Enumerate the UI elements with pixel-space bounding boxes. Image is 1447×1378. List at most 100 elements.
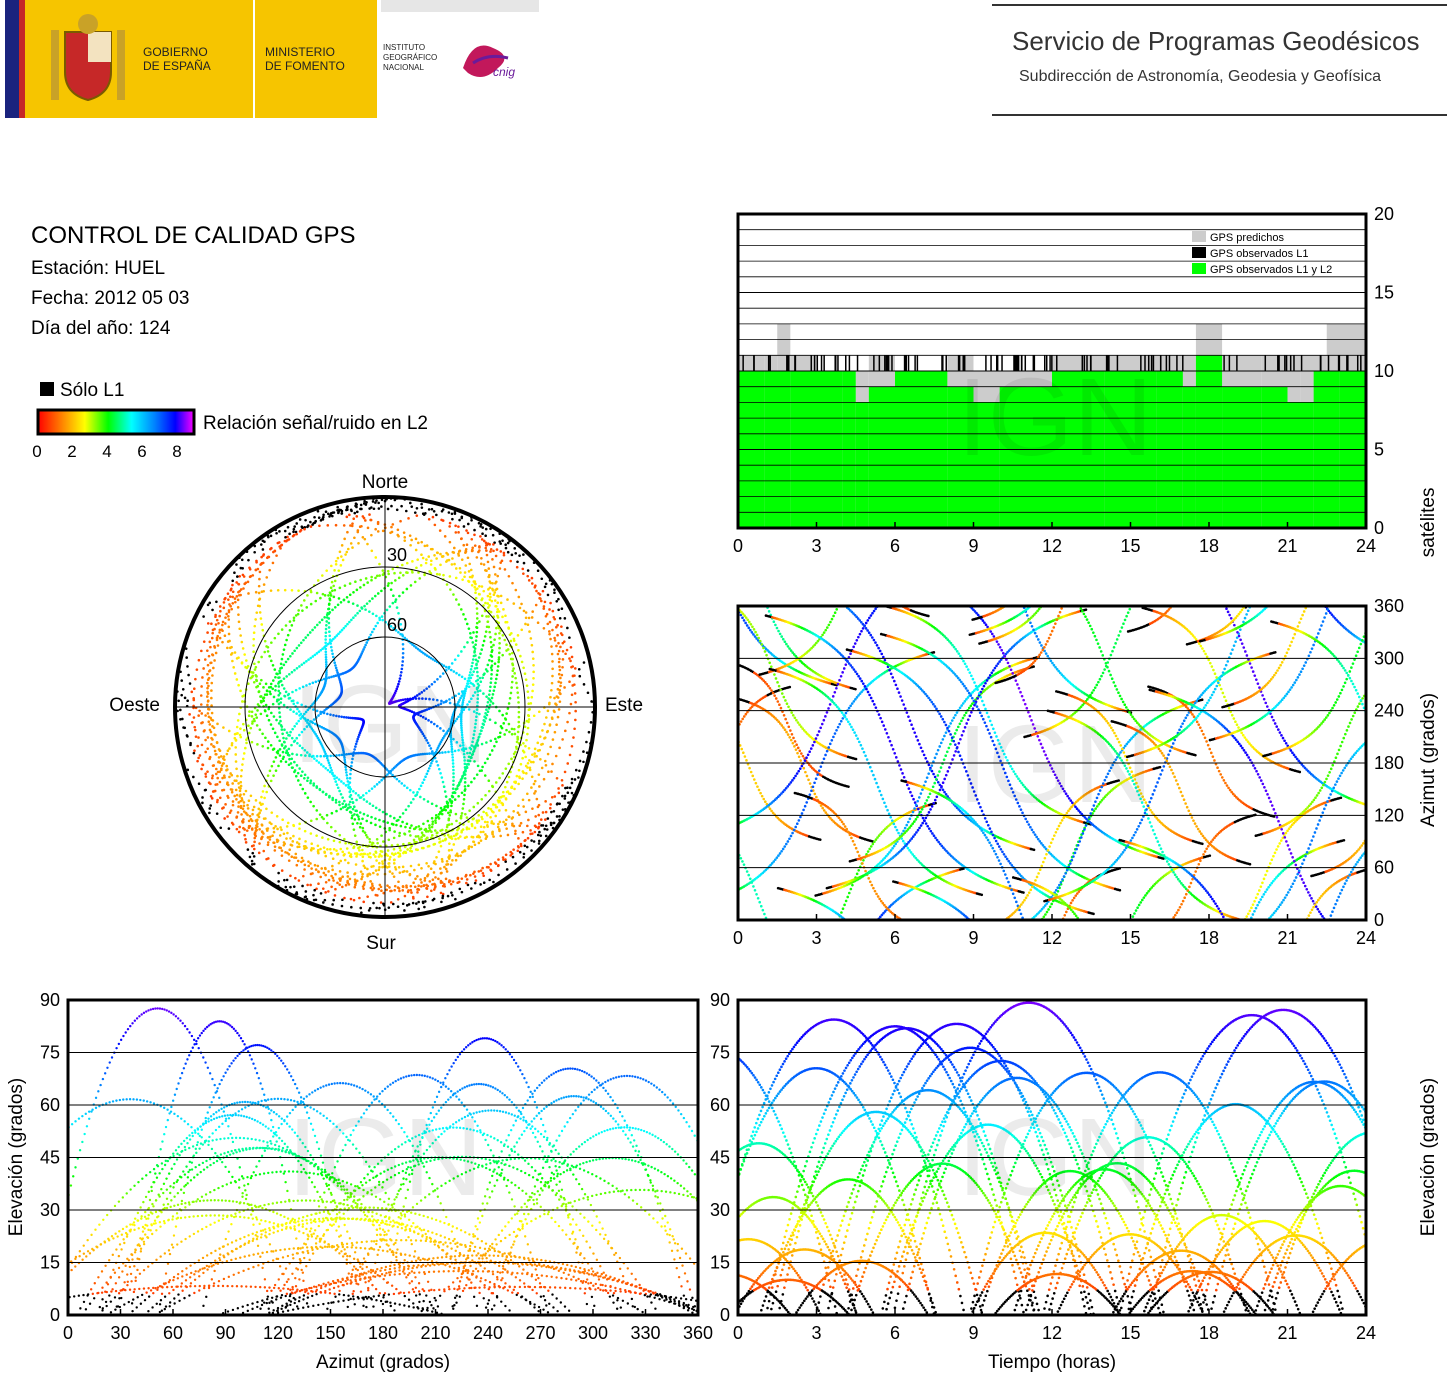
sky-point xyxy=(460,724,463,727)
sky-point xyxy=(301,609,304,612)
sky-point xyxy=(261,561,265,565)
sky-point xyxy=(447,857,451,860)
sky-point xyxy=(368,906,372,910)
sky-point xyxy=(247,819,251,823)
l1-mark xyxy=(742,355,744,371)
sky-point xyxy=(374,806,378,810)
sky-point xyxy=(339,807,343,811)
sky-point xyxy=(466,531,470,535)
sky-point xyxy=(470,744,474,747)
sky-point xyxy=(435,513,438,517)
sky-point xyxy=(309,520,312,524)
sky-point xyxy=(207,715,211,719)
sky-point xyxy=(555,776,559,780)
azimuth-point xyxy=(746,618,750,622)
l1-mark xyxy=(1001,355,1003,371)
sky-point xyxy=(393,830,396,833)
sky-point xyxy=(208,669,212,672)
sky-point xyxy=(220,628,223,631)
sky-point xyxy=(246,848,250,851)
azimuth-point xyxy=(788,837,791,841)
sky-point xyxy=(454,531,458,534)
sky-point xyxy=(403,832,407,836)
sky-point xyxy=(487,575,490,579)
azimuth-point xyxy=(807,763,811,766)
sky-point xyxy=(475,711,479,715)
sky-point xyxy=(221,807,224,810)
sky-point xyxy=(468,562,472,566)
sky-point xyxy=(538,735,542,738)
sky-point xyxy=(423,905,426,909)
sky-point xyxy=(558,657,561,661)
sky-point xyxy=(332,675,335,678)
sky-point xyxy=(530,576,534,580)
l1-mark xyxy=(1277,355,1279,371)
sky-point xyxy=(341,850,345,854)
l1-mark xyxy=(873,355,875,371)
azimuth-point xyxy=(739,613,743,617)
sky-point xyxy=(235,678,239,681)
azimuth-point xyxy=(753,778,756,781)
sky-point xyxy=(299,717,302,720)
azimuth-point xyxy=(742,715,746,718)
sky-point xyxy=(278,754,282,757)
sky-point xyxy=(424,512,427,515)
sky-point xyxy=(239,806,243,810)
sky-point xyxy=(480,585,484,588)
sky-point xyxy=(268,654,271,658)
sky-point xyxy=(435,551,439,554)
azimuth-point xyxy=(774,677,778,680)
sky-point xyxy=(282,687,286,690)
sky-point xyxy=(414,548,418,552)
sky-point xyxy=(506,550,510,554)
sky-point xyxy=(481,532,484,536)
sky-point xyxy=(235,725,239,729)
sky-point xyxy=(289,730,292,734)
sky-point xyxy=(475,625,478,629)
sky-point xyxy=(414,537,418,541)
sky-point xyxy=(296,701,299,705)
sky-point xyxy=(363,831,367,834)
sky-point xyxy=(473,843,477,847)
sky-point xyxy=(531,753,534,756)
sky-point xyxy=(302,599,306,602)
sky-point xyxy=(192,775,195,779)
sky-point xyxy=(436,815,440,819)
sky-point xyxy=(439,844,443,848)
l1-mark xyxy=(1165,355,1168,371)
sky-point xyxy=(472,710,476,713)
sky-point xyxy=(545,612,549,616)
sky-point xyxy=(413,885,417,889)
sky-point xyxy=(408,534,412,537)
sky-point xyxy=(368,513,371,516)
sky-point xyxy=(463,692,467,695)
sky-point xyxy=(429,547,433,551)
count-bar xyxy=(1222,386,1262,528)
count-ylabel: Número de satélites xyxy=(1418,488,1439,560)
sky-point xyxy=(320,744,324,747)
sky-point xyxy=(273,636,277,640)
azimuth-point xyxy=(752,633,755,636)
sky-point xyxy=(334,829,337,833)
sky-point xyxy=(541,729,544,732)
sky-point xyxy=(255,678,258,682)
sky-point xyxy=(473,726,477,729)
azimuth-point xyxy=(756,785,759,788)
azimuth-point xyxy=(775,718,779,722)
sky-point xyxy=(530,695,534,699)
x-tick-label: 9 xyxy=(968,536,978,556)
sky-point xyxy=(190,690,194,694)
azimuth-point xyxy=(794,774,797,778)
sky-point xyxy=(443,834,446,837)
sky-point xyxy=(312,782,316,785)
sky-point xyxy=(402,842,405,846)
sky-point xyxy=(250,710,254,714)
sky-point xyxy=(457,700,460,704)
sky-point xyxy=(210,718,213,722)
sky-point xyxy=(479,883,482,886)
sky-point xyxy=(406,571,409,575)
sky-point xyxy=(477,835,481,839)
sky-point xyxy=(233,736,237,740)
sky-point xyxy=(294,530,298,534)
